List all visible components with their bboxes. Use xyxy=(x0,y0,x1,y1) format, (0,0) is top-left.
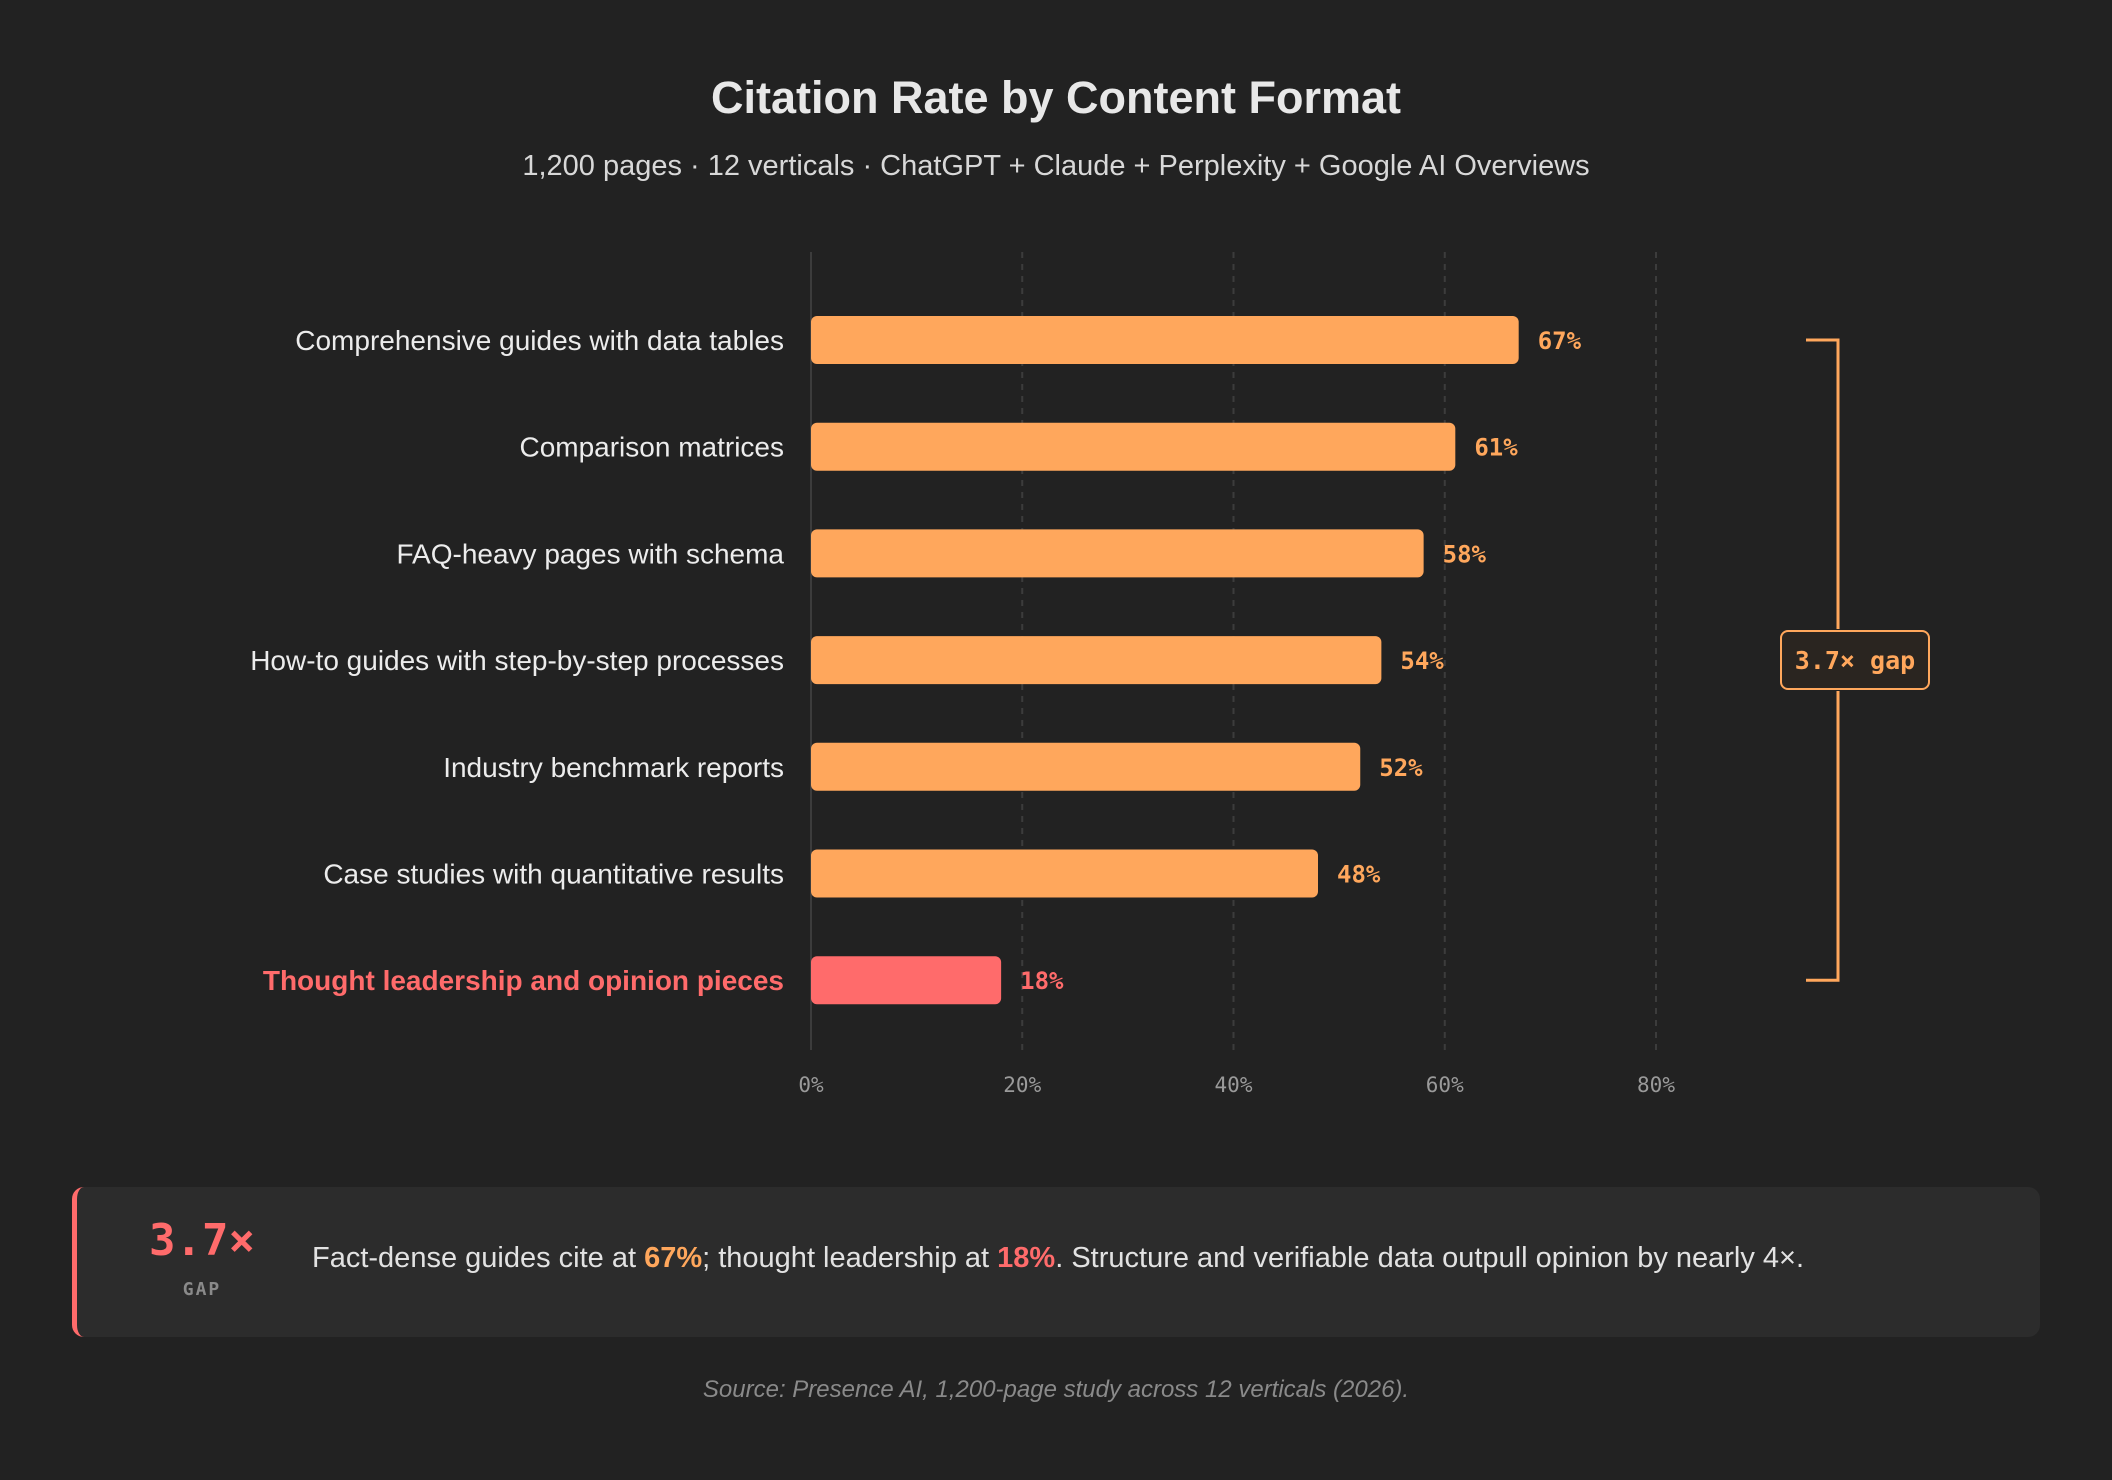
bar xyxy=(811,742,1361,791)
insight-text-part-3: . Structure and verifiable data outpull … xyxy=(1055,1242,1805,1274)
x-tick-label: 40% xyxy=(1215,1073,1253,1097)
chart-title: Citation Rate by Content Format xyxy=(710,72,1401,123)
category-label: Comparison matrices xyxy=(519,432,784,463)
insight-multiplier-label: GAP xyxy=(182,1279,222,1300)
bar xyxy=(811,422,1456,471)
x-tick-label: 20% xyxy=(1003,1073,1041,1097)
category-label: FAQ-heavy pages with schema xyxy=(396,538,784,569)
data-label: 58% xyxy=(1443,540,1487,568)
category-label: Case studies with quantitative results xyxy=(323,859,784,890)
data-label: 52% xyxy=(1379,754,1423,782)
data-label: 61% xyxy=(1474,434,1518,462)
insight-highlight-bottom: 18% xyxy=(997,1242,1056,1274)
insight-text: Fact-dense guides cite at 67%; thought l… xyxy=(312,1242,1804,1275)
insight-multiplier: 3.7× xyxy=(149,1215,255,1266)
insight-card: 3.7× GAP Fact-dense guides cite at 67%; … xyxy=(72,1187,2040,1337)
bar-chart: 0% 20% 40% 60% 80% Comprehensive guides with … xyxy=(250,252,1840,1097)
gap-bracket-bottom xyxy=(1806,691,1840,982)
data-label: 18% xyxy=(1020,967,1064,995)
insight-text-part-1: Fact-dense guides cite at xyxy=(312,1242,645,1274)
bar xyxy=(811,529,1424,578)
chart-subtitle: 1,200 pages · 12 verticals · ChatGPT + C… xyxy=(522,150,1590,182)
data-label: 67% xyxy=(1538,327,1582,355)
bar xyxy=(811,316,1519,364)
data-label: 48% xyxy=(1337,861,1381,889)
bar xyxy=(811,636,1382,685)
insight-text-part-2: ; thought leadership at xyxy=(702,1242,998,1274)
bar xyxy=(811,849,1318,898)
gap-bracket-top xyxy=(1806,338,1840,629)
x-tick-label: 80% xyxy=(1637,1073,1675,1097)
x-tick-label: 60% xyxy=(1426,1073,1464,1097)
bar xyxy=(811,956,1002,1005)
gap-annotation: 3.7× gap xyxy=(1780,630,1930,690)
x-tick-label: 0% xyxy=(798,1073,824,1097)
category-label: Comprehensive guides with data tables xyxy=(295,325,784,356)
source-note: Source: Presence AI, 1,200-page study ac… xyxy=(702,1376,1410,1403)
category-label: How-to guides with step-by-step processe… xyxy=(250,645,784,676)
category-label: Industry benchmark reports xyxy=(443,752,784,783)
data-label: 54% xyxy=(1400,647,1444,675)
insight-highlight-top: 67% xyxy=(644,1242,703,1274)
category-label: Thought leadership and opinion pieces xyxy=(263,965,784,996)
